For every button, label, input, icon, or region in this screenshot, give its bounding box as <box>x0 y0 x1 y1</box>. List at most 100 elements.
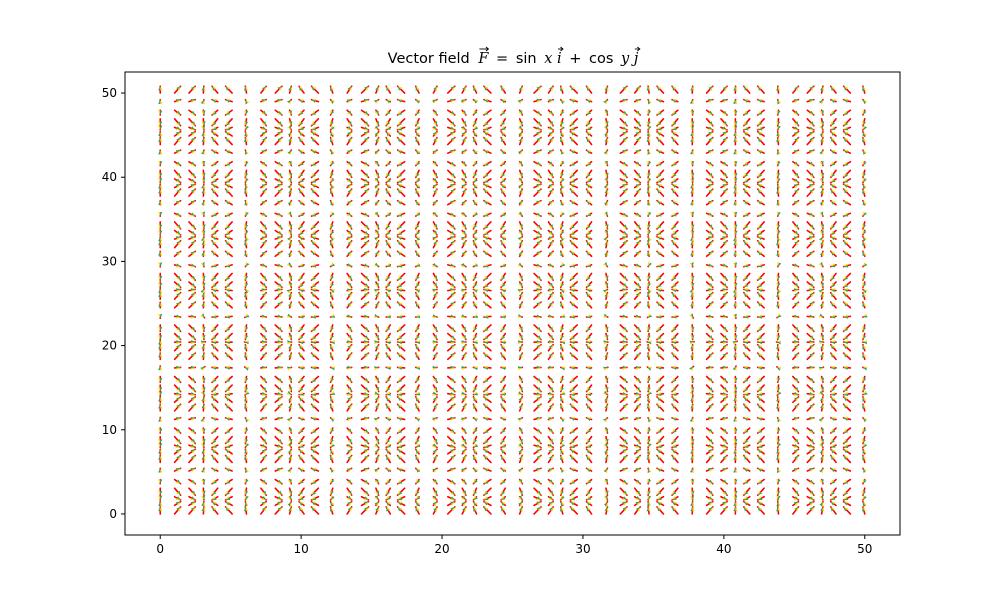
arrow-head-right <box>299 497 304 500</box>
arrow-head-left <box>330 506 334 511</box>
arrow-head-left <box>809 468 814 472</box>
vector-arrow <box>173 467 182 472</box>
vector-arrow <box>720 478 728 485</box>
vector-arrow <box>547 495 554 501</box>
vector-arrow <box>188 495 197 501</box>
arrow-head-left <box>190 498 196 500</box>
arrow-head-left <box>606 506 609 512</box>
vector-arrow <box>806 467 815 472</box>
arrow-head-left <box>192 506 196 512</box>
arrow-head-right <box>386 468 390 473</box>
arrow-head-right <box>549 506 554 511</box>
arrow-head-right <box>743 506 747 512</box>
arrow-head-right <box>810 490 814 496</box>
vector-arrow <box>274 478 283 485</box>
vector-arrow <box>243 454 249 464</box>
arrow-head-right <box>586 497 592 500</box>
arrow-head-right <box>262 479 267 484</box>
vector-arrow <box>244 500 249 507</box>
arrow-head-left <box>708 481 713 484</box>
arrow-head-left <box>190 492 196 496</box>
vector-arrow <box>260 478 268 485</box>
vector-arrow <box>619 500 628 507</box>
vector-arrow <box>656 495 665 501</box>
arrow-head-right <box>862 496 867 500</box>
vector-arrow <box>671 500 679 507</box>
vector-arrow <box>733 478 738 485</box>
arrow-head-right <box>636 479 641 484</box>
arrow-head-right <box>201 468 204 473</box>
arrow-head-right <box>636 496 641 500</box>
arrow-head-right <box>708 506 713 511</box>
arrow-head-right <box>560 468 564 473</box>
arrow-head-right <box>483 501 488 506</box>
arrow-head-right <box>377 490 380 496</box>
arrow-head-right <box>604 506 608 511</box>
arrow-head-left <box>261 481 267 484</box>
arrow-head-left <box>635 481 641 484</box>
arrow-head-right <box>709 479 713 484</box>
arrow-head-right <box>757 481 763 484</box>
arrow-head-left <box>397 490 401 496</box>
arrow-head-left <box>501 490 504 496</box>
vector-arrow <box>776 500 781 507</box>
vector-arrow <box>756 487 765 497</box>
arrow-head-left <box>570 501 576 504</box>
arrow-head-right <box>708 501 713 504</box>
arrow-head-left <box>415 490 418 496</box>
vector-arrow <box>690 500 695 507</box>
arrow-head-left <box>415 495 419 500</box>
vector-arrow <box>500 478 507 485</box>
arrow-head-left <box>461 480 466 484</box>
arrow-head-right <box>520 490 523 496</box>
title-equals: = <box>496 51 508 67</box>
arrow-head-right <box>386 491 391 496</box>
vector-arrow <box>500 495 507 501</box>
arrow-head-left <box>623 468 628 472</box>
arrow-head-left <box>190 481 196 484</box>
arrow-head-left <box>299 501 304 505</box>
arrow-head-right <box>536 506 542 510</box>
vector-arrow <box>461 506 467 515</box>
vector-arrow <box>776 467 781 473</box>
vector-arrow <box>201 478 206 485</box>
vector-arrow <box>690 487 695 497</box>
arrow-head-right <box>862 468 866 473</box>
arrow-head-left <box>225 467 231 470</box>
arrow-head-left <box>811 506 814 512</box>
vector-arrow <box>633 495 641 501</box>
vector-arrow <box>619 506 628 515</box>
vector-arrow <box>569 487 579 497</box>
vector-arrow <box>414 495 421 501</box>
vector-arrow <box>432 467 438 473</box>
arrow-head-left <box>795 506 799 512</box>
arrow-head-right <box>501 491 506 496</box>
arrow-head-left <box>349 506 352 512</box>
arrow-head-right <box>623 479 628 484</box>
arrow-head-right <box>311 492 316 496</box>
vector-arrow <box>224 478 233 485</box>
arrow-head-left <box>743 490 747 496</box>
arrow-head-right <box>415 506 418 512</box>
arrow-head-right <box>330 480 335 484</box>
arrow-head-left <box>397 467 403 470</box>
arrow-head-left <box>279 455 282 460</box>
arrow-head-right <box>299 501 303 506</box>
arrow-head-left <box>450 468 455 472</box>
arrow-head-left <box>843 467 849 470</box>
arrow-head-left <box>374 496 379 500</box>
vector-arrow <box>446 500 456 507</box>
arrow-head-right <box>461 501 466 505</box>
vector-arrow <box>396 487 406 497</box>
arrow-head-left <box>657 467 662 470</box>
vector-arrow <box>656 487 665 497</box>
arrow-head-left <box>586 468 592 471</box>
arrow-head-left <box>212 468 217 471</box>
arrow-head-right <box>176 506 181 511</box>
arrow-head-right <box>461 468 466 471</box>
arrow-head-left <box>462 491 466 496</box>
vector-arrow <box>559 478 565 485</box>
arrow-head-left <box>635 491 641 496</box>
arrow-head-left <box>692 468 695 473</box>
vector-arrow <box>776 506 781 515</box>
